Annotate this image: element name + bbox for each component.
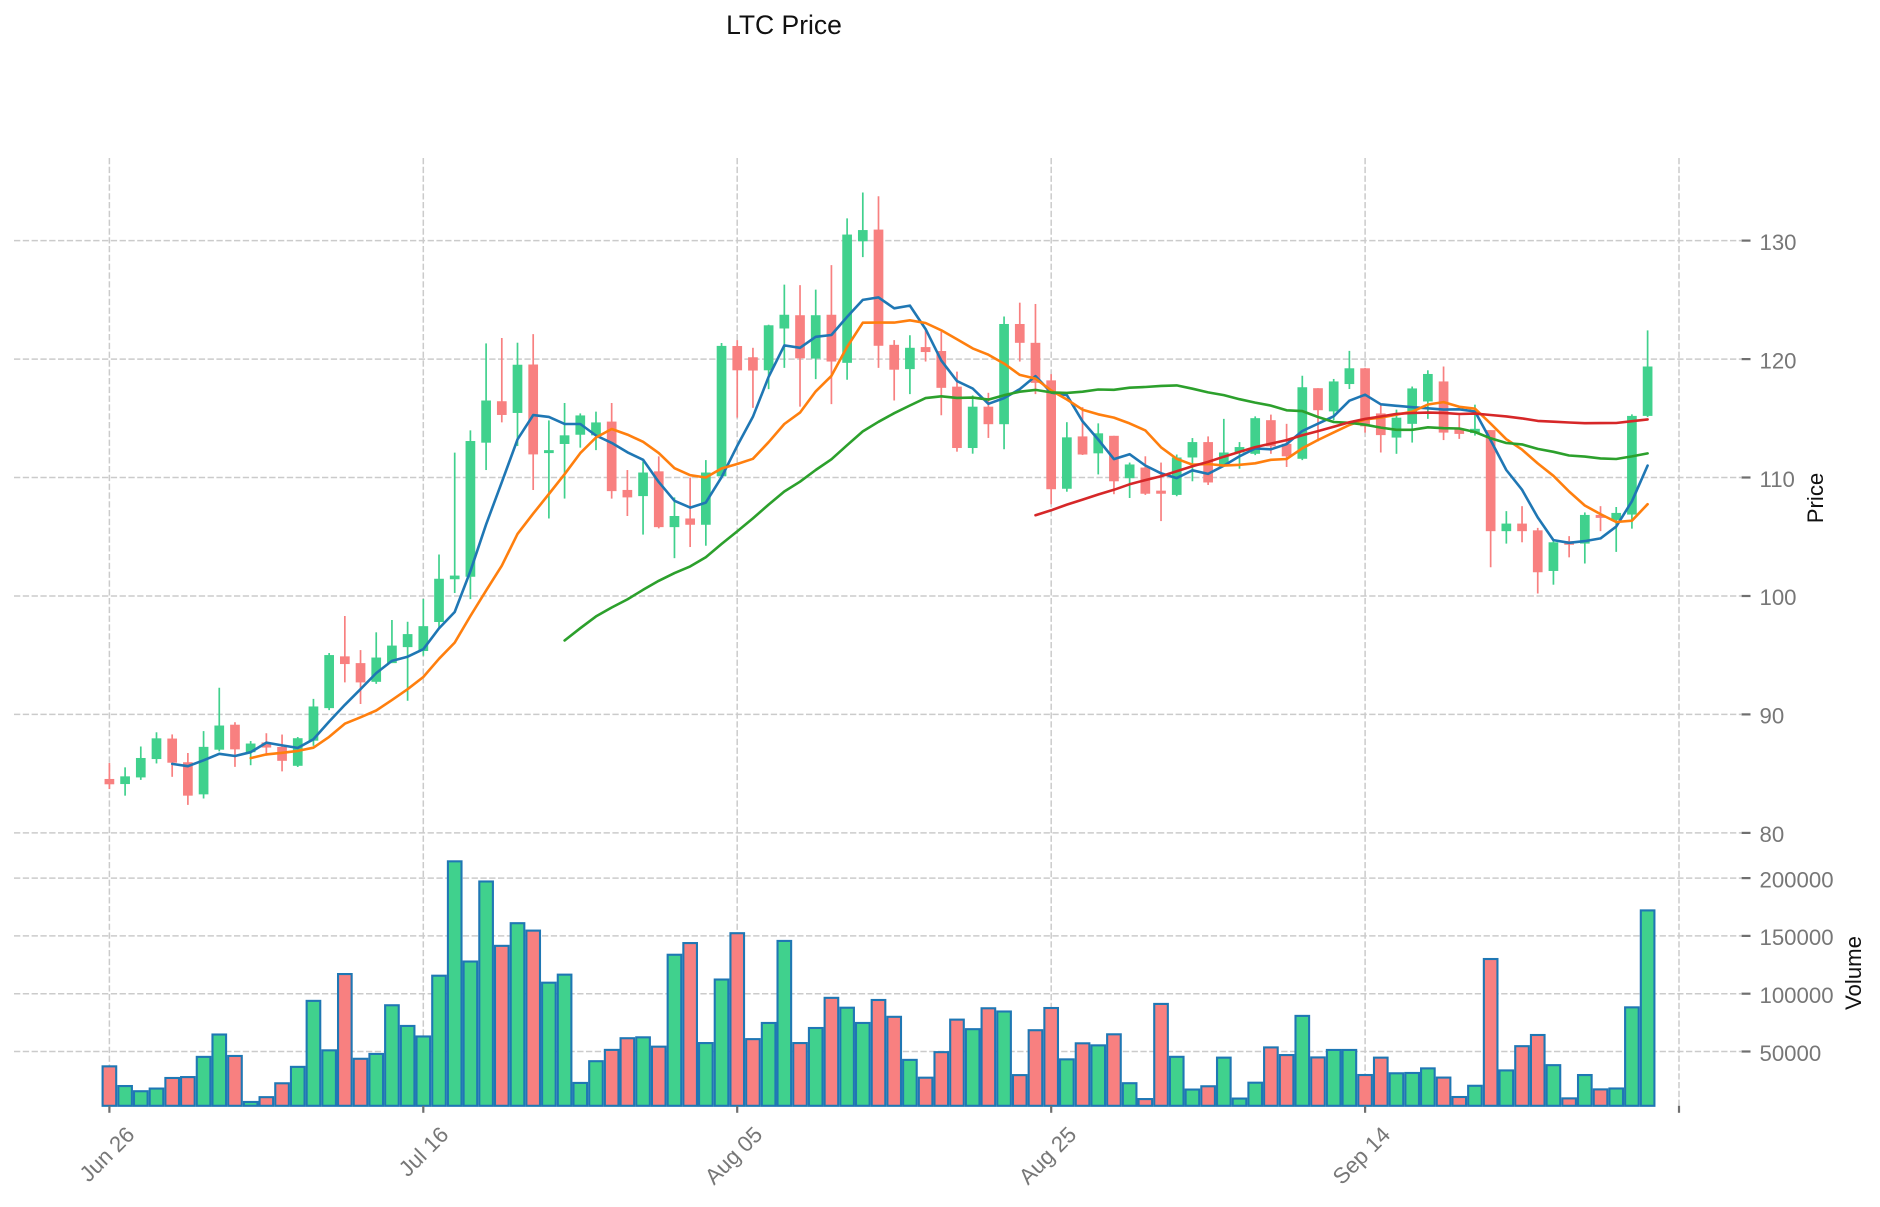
svg-text:Volume: Volume [1841, 936, 1866, 1010]
svg-text:200000: 200000 [1760, 867, 1834, 892]
svg-text:120: 120 [1760, 348, 1797, 373]
svg-text:LTC Price: LTC Price [726, 10, 842, 40]
svg-text:90: 90 [1760, 704, 1785, 729]
svg-text:110: 110 [1760, 467, 1795, 492]
svg-text:100: 100 [1760, 585, 1797, 610]
svg-text:Price: Price [1803, 473, 1828, 524]
svg-text:100000: 100000 [1760, 983, 1834, 1008]
svg-text:150000: 150000 [1760, 925, 1834, 950]
svg-text:130: 130 [1760, 230, 1797, 255]
svg-text:80: 80 [1760, 822, 1785, 847]
svg-text:50000: 50000 [1760, 1041, 1822, 1066]
